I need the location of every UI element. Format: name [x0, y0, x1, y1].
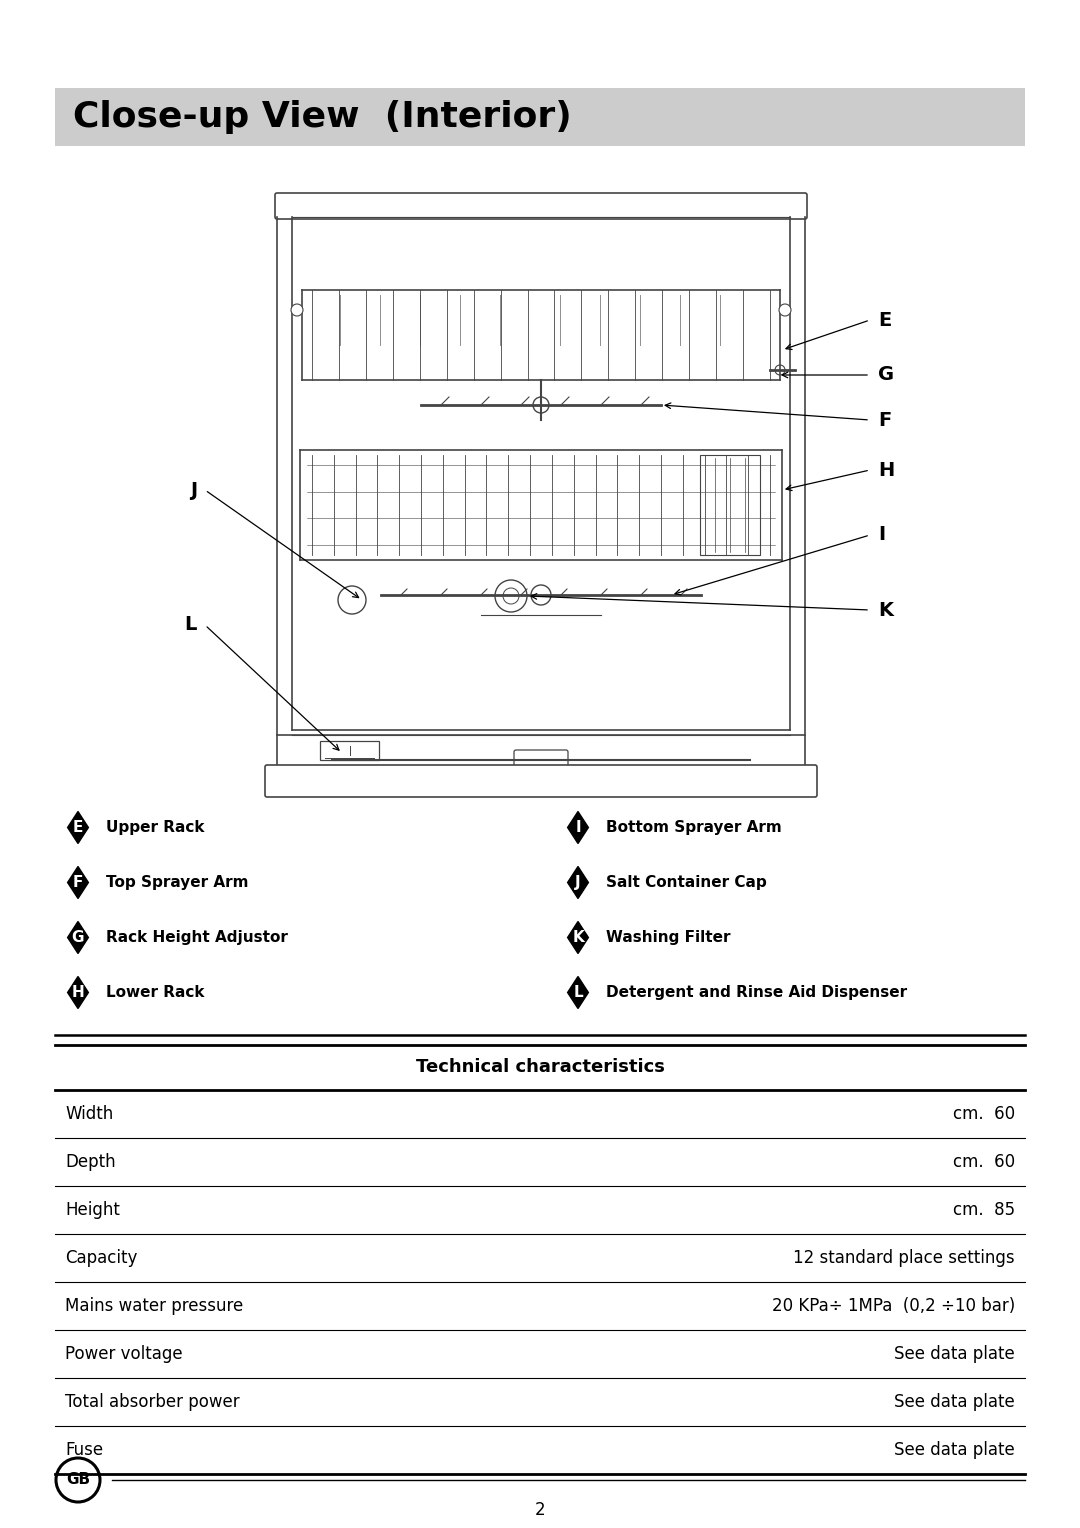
- Circle shape: [775, 365, 785, 374]
- Polygon shape: [68, 921, 89, 953]
- Text: Total absorber power: Total absorber power: [65, 1394, 240, 1410]
- Text: Technical characteristics: Technical characteristics: [416, 1059, 664, 1077]
- Text: H: H: [878, 460, 894, 480]
- Text: Lower Rack: Lower Rack: [106, 986, 204, 999]
- Polygon shape: [68, 976, 89, 1008]
- Text: Rack Height Adjustor: Rack Height Adjustor: [106, 931, 288, 944]
- Polygon shape: [568, 976, 589, 1008]
- Text: K: K: [878, 601, 893, 619]
- FancyBboxPatch shape: [514, 750, 568, 769]
- Text: L: L: [573, 986, 583, 999]
- Text: G: G: [71, 931, 84, 944]
- Text: cm.  60: cm. 60: [953, 1154, 1015, 1170]
- Text: Mains water pressure: Mains water pressure: [65, 1297, 243, 1316]
- Text: 2: 2: [535, 1500, 545, 1519]
- Polygon shape: [68, 811, 89, 843]
- Text: Capacity: Capacity: [65, 1248, 137, 1267]
- Text: J: J: [190, 480, 197, 500]
- Circle shape: [291, 304, 303, 316]
- Polygon shape: [68, 866, 89, 898]
- FancyBboxPatch shape: [700, 455, 760, 555]
- Text: Fuse: Fuse: [65, 1441, 103, 1459]
- Text: I: I: [576, 821, 581, 834]
- Polygon shape: [568, 866, 589, 898]
- Text: Height: Height: [65, 1201, 120, 1219]
- Text: 20 KPa÷ 1MPa  (0,2 ÷10 bar): 20 KPa÷ 1MPa (0,2 ÷10 bar): [772, 1297, 1015, 1316]
- Text: F: F: [72, 876, 83, 889]
- Text: K: K: [572, 931, 584, 944]
- Text: E: E: [72, 821, 83, 834]
- FancyBboxPatch shape: [265, 766, 816, 798]
- Text: See data plate: See data plate: [894, 1345, 1015, 1363]
- Text: F: F: [878, 411, 891, 429]
- Text: GB: GB: [66, 1473, 90, 1487]
- FancyBboxPatch shape: [320, 741, 379, 759]
- FancyBboxPatch shape: [276, 735, 805, 770]
- FancyBboxPatch shape: [275, 193, 807, 219]
- Text: Width: Width: [65, 1105, 113, 1123]
- Text: Top Sprayer Arm: Top Sprayer Arm: [106, 876, 248, 889]
- Text: Power voltage: Power voltage: [65, 1345, 183, 1363]
- Text: Salt Container Cap: Salt Container Cap: [606, 876, 767, 889]
- Text: 12 standard place settings: 12 standard place settings: [794, 1248, 1015, 1267]
- Text: Detergent and Rinse Aid Dispenser: Detergent and Rinse Aid Dispenser: [606, 986, 907, 999]
- Text: H: H: [71, 986, 84, 999]
- Text: Washing Filter: Washing Filter: [606, 931, 730, 944]
- Polygon shape: [568, 921, 589, 953]
- FancyBboxPatch shape: [55, 89, 1025, 147]
- Text: See data plate: See data plate: [894, 1441, 1015, 1459]
- Circle shape: [779, 304, 791, 316]
- Text: L: L: [185, 616, 197, 634]
- Text: E: E: [878, 310, 891, 330]
- Circle shape: [531, 585, 551, 605]
- Polygon shape: [568, 811, 589, 843]
- Circle shape: [534, 397, 549, 413]
- Text: J: J: [576, 876, 581, 889]
- Text: See data plate: See data plate: [894, 1394, 1015, 1410]
- Text: I: I: [878, 526, 886, 544]
- Text: Close-up View  (Interior): Close-up View (Interior): [73, 99, 571, 134]
- Text: Upper Rack: Upper Rack: [106, 821, 204, 834]
- Text: Depth: Depth: [65, 1154, 116, 1170]
- Text: cm.  85: cm. 85: [953, 1201, 1015, 1219]
- Text: G: G: [878, 365, 894, 385]
- Text: Bottom Sprayer Arm: Bottom Sprayer Arm: [606, 821, 782, 834]
- Text: cm.  60: cm. 60: [953, 1105, 1015, 1123]
